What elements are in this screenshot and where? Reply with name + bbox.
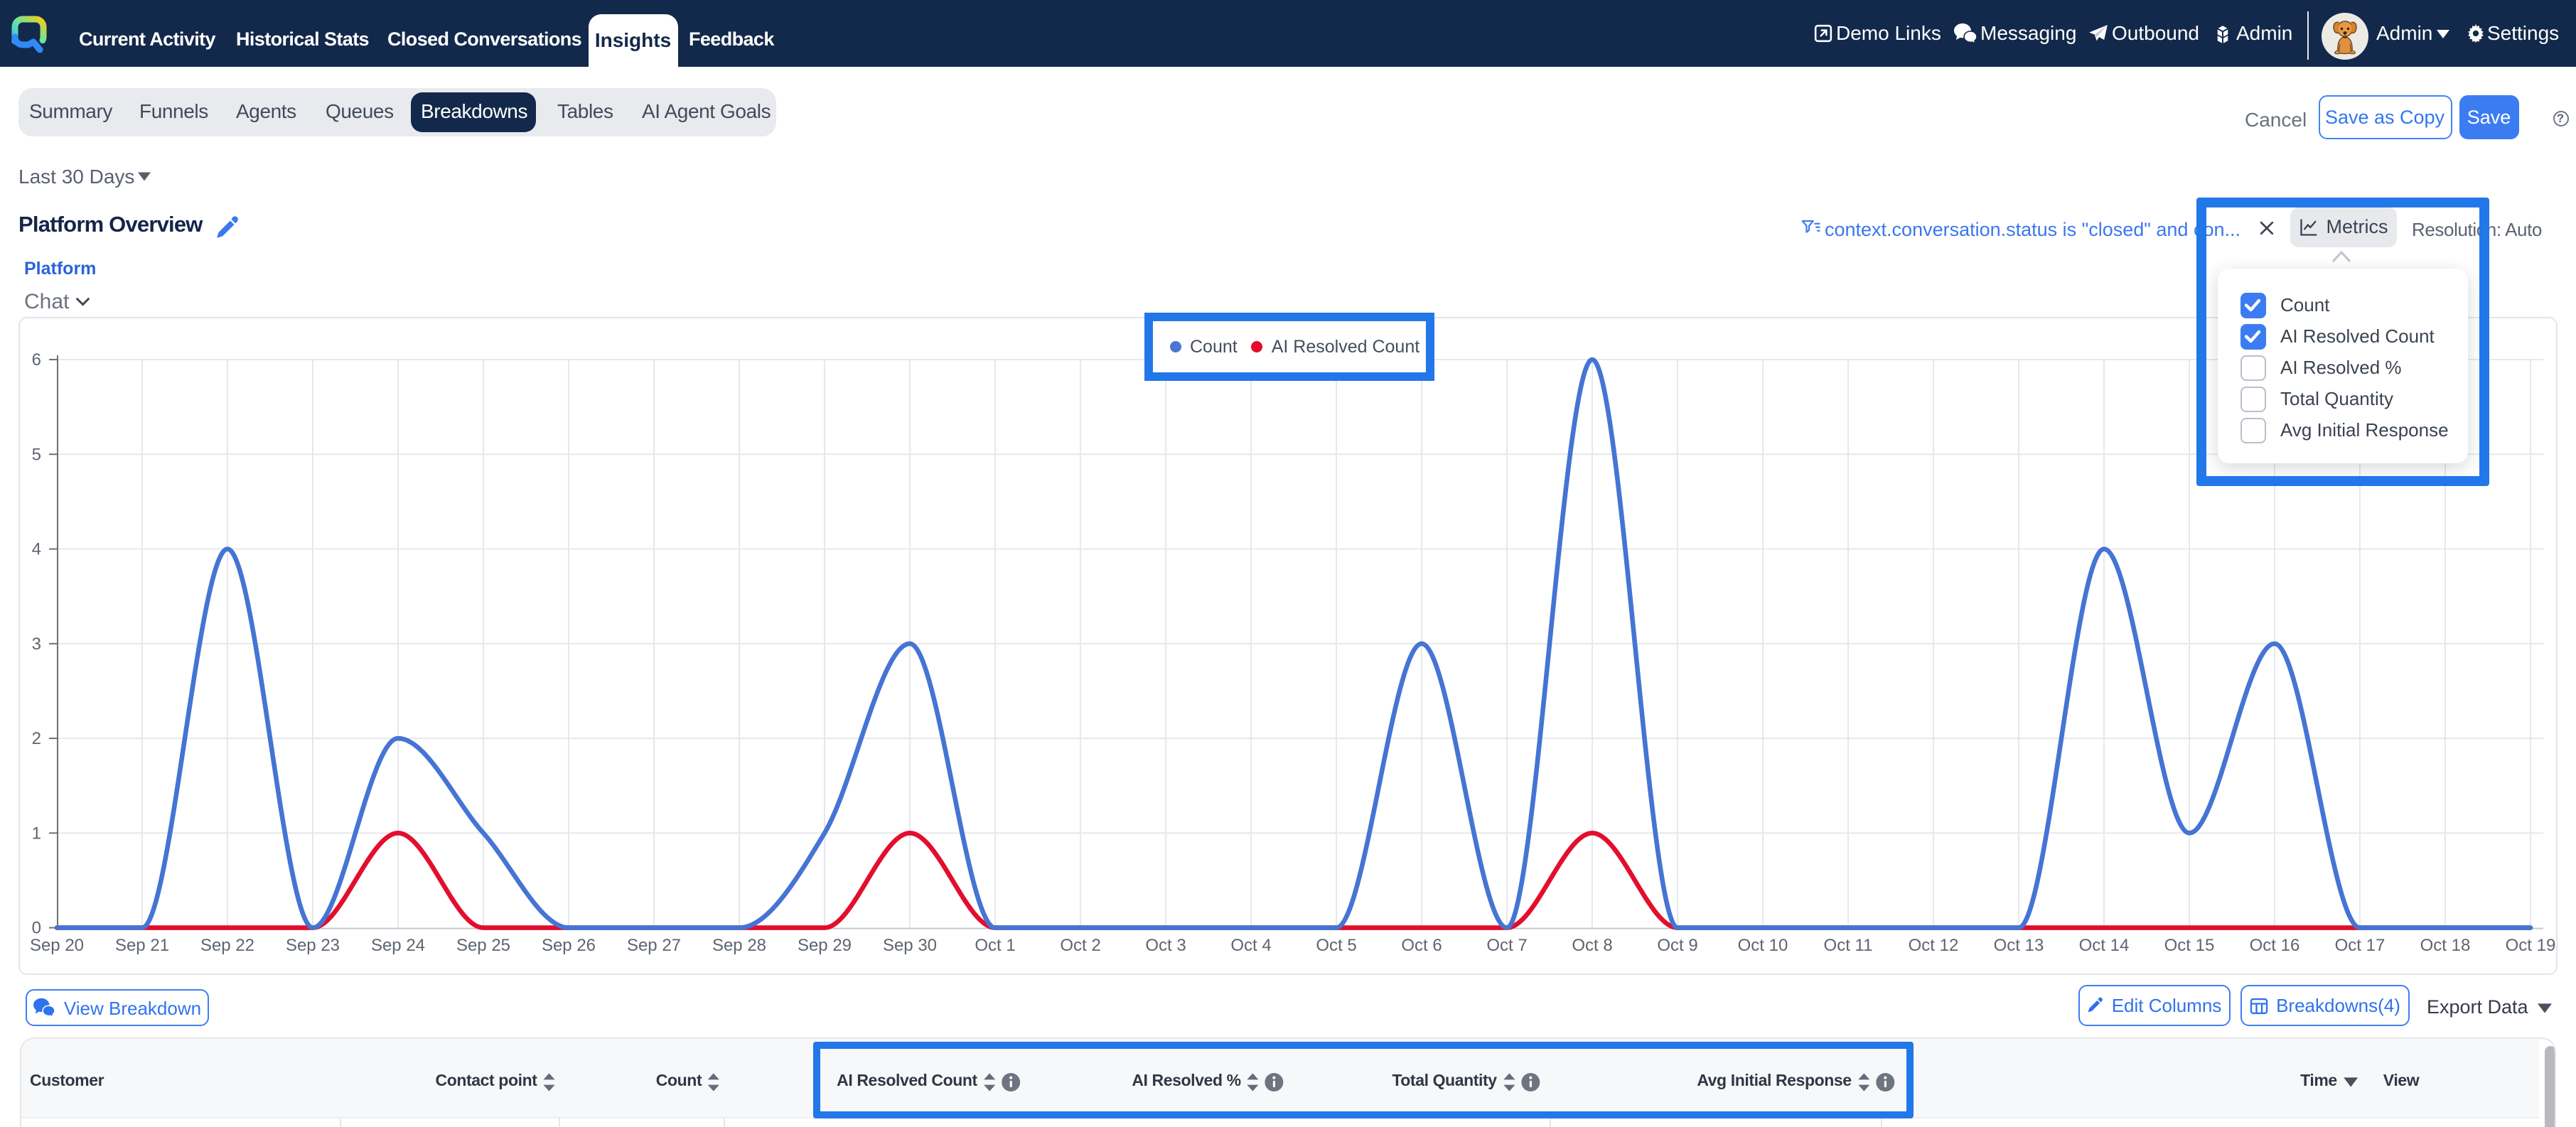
svg-text:Oct 11: Oct 11 [1824, 936, 1873, 955]
svg-text:Oct 10: Oct 10 [1738, 936, 1788, 955]
svg-text:Sep 30: Sep 30 [883, 936, 937, 955]
svg-text:4: 4 [32, 540, 41, 559]
svg-text:Sep 21: Sep 21 [115, 936, 169, 955]
svg-text:Sep 22: Sep 22 [200, 936, 254, 955]
svg-text:6: 6 [32, 350, 41, 370]
svg-text:Oct 7: Oct 7 [1486, 936, 1527, 955]
svg-text:Oct 14: Oct 14 [2079, 936, 2130, 955]
svg-text:Sep 20: Sep 20 [30, 936, 84, 955]
svg-text:Oct 6: Oct 6 [1401, 936, 1442, 955]
svg-text:0: 0 [32, 919, 41, 938]
svg-text:Oct 9: Oct 9 [1657, 936, 1697, 955]
svg-text:Oct 18: Oct 18 [2420, 936, 2471, 955]
svg-text:Sep 29: Sep 29 [798, 936, 852, 955]
svg-text:Oct 8: Oct 8 [1572, 936, 1612, 955]
svg-text:Oct 4: Oct 4 [1230, 936, 1271, 955]
svg-text:Sep 25: Sep 25 [456, 936, 510, 955]
svg-text:Oct 2: Oct 2 [1060, 936, 1100, 955]
svg-text:Sep 26: Sep 26 [542, 936, 596, 955]
svg-text:Sep 23: Sep 23 [286, 936, 340, 955]
svg-text:5: 5 [32, 445, 41, 464]
svg-text:Oct 3: Oct 3 [1145, 936, 1186, 955]
svg-text:Sep 24: Sep 24 [371, 936, 425, 955]
svg-text:Oct 5: Oct 5 [1316, 936, 1356, 955]
svg-text:Oct 12: Oct 12 [1909, 936, 1959, 955]
svg-text:Oct 15: Oct 15 [2164, 936, 2215, 955]
svg-text:Oct 13: Oct 13 [1994, 936, 2044, 955]
svg-text:2: 2 [32, 729, 41, 748]
svg-text:Oct 1: Oct 1 [975, 936, 1015, 955]
svg-text:3: 3 [32, 635, 41, 654]
svg-text:Oct 19: Oct 19 [2506, 936, 2556, 955]
svg-text:Sep 28: Sep 28 [712, 936, 766, 955]
svg-text:Oct 17: Oct 17 [2335, 936, 2386, 955]
svg-text:Sep 27: Sep 27 [627, 936, 681, 955]
svg-text:Oct 16: Oct 16 [2250, 936, 2300, 955]
svg-text:1: 1 [32, 824, 41, 843]
